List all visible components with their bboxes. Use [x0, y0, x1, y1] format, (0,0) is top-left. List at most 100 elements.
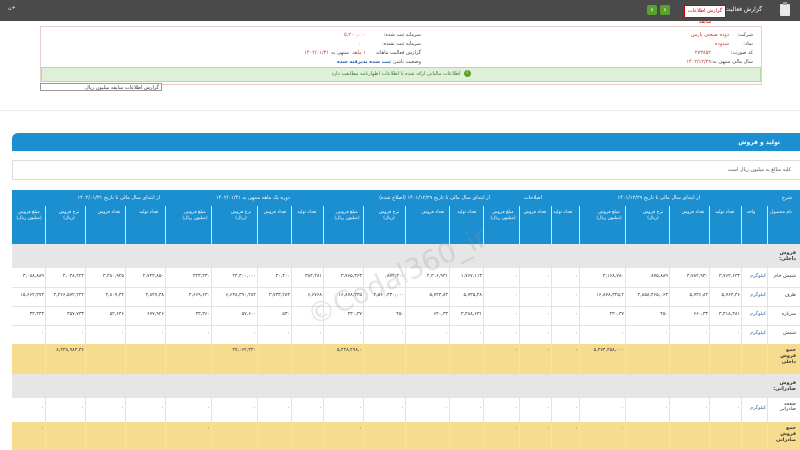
grid-line [45, 206, 46, 450]
table-cell: ۰ [547, 293, 550, 298]
group-header-prev-adjusted: از ابتدای سال مالی تا تاریخ ۱۴۰۱/۱۲/۲۹ (… [379, 195, 490, 201]
sum-cell: ۰ [575, 348, 578, 353]
table-cell: ظرف [784, 293, 796, 298]
column-header: نرخ فروش (ریال) [230, 210, 252, 221]
table-cell: ۳۴۳,۳۳۰ [193, 274, 210, 279]
table-cell: ۰ [515, 274, 518, 279]
sum-cell: ۵,۴۷۴,۴۵۸,۰۰۰ [593, 348, 624, 353]
export-sum-row: جمع فروش صادراتی ۰ ۰ ۰ ۰ ۰ ۰ ۰ [12, 422, 800, 450]
chevron-right-icon[interactable]: › [660, 5, 670, 15]
column-header: نرخ فروش (ریال) [378, 210, 400, 221]
period-value: ۱۴۰۲/۱۲/۲۹ [686, 59, 711, 65]
table-cell: ۵,۷۶۳,۴۶ [721, 293, 740, 298]
table-cell: ۰ [207, 406, 210, 411]
table-cell: ۰ [547, 406, 550, 411]
grid-line [709, 206, 710, 450]
table-cell: ۰ [479, 406, 482, 411]
sum-cell: ۸,۴۳۸,۹۸۳,۳۶ [56, 348, 84, 353]
grid-line [741, 206, 742, 450]
table-cell: ۶۷۷,۹۲۶ [147, 312, 164, 317]
sum-cell: ۰ [575, 426, 578, 431]
table-cell: ۸۷۵,۸۸۹ [651, 274, 668, 279]
sum-cell: ۲۷,۰۶۲,۳۳۰ [232, 348, 256, 353]
table-group-header: شرح از ابتدای سال مالی تا تاریخ ۱۴۰۱/۱۲/… [12, 190, 800, 206]
currency-note: کلیه مبالغ به میلیون ریال است [12, 160, 800, 180]
sum-cell: ۰ [515, 426, 518, 431]
code-label: کد صورت: [730, 50, 753, 56]
section-header[interactable]: تولید و فروش [12, 133, 800, 151]
table-cell: ۰ [41, 406, 44, 411]
grid-line [85, 206, 86, 450]
table-cell: ۲,۰۳۸,۴۲۲ [62, 274, 84, 279]
table-cell: سرباره [781, 312, 796, 317]
table-cell: ۰ [515, 331, 518, 336]
grid-line [125, 206, 126, 450]
table-cell: ۰ [575, 312, 578, 317]
table-cell: ۰ [359, 331, 362, 336]
table-cell: ۰ [737, 406, 740, 411]
table-cell: ۰ [121, 406, 124, 411]
table-cell: ۵۳۰ [282, 312, 290, 317]
table-cell: ۵,۷۳۶,۸۳ [689, 293, 708, 298]
table-cell: ۳,۴۸۰,۹۲۵ [102, 274, 124, 279]
table-cell: ۰ [161, 331, 164, 336]
grid-line [363, 206, 364, 450]
table-cell: شمش [783, 331, 796, 336]
table-cell: ۴۰,۴۰۰ [275, 274, 290, 279]
export-row: صفحه صادراتی کیلوگرم ۰ ۰ ۰ ۰ ۰ ۰ ۰ ۰ ۰ ۰ ۰ ۰ ۰ ۰ ۰ ۰ ۰ ۰ ۰ [12, 398, 800, 423]
column-header: مبلغ فروش (میلیون ریال) [182, 210, 208, 221]
sum-cell: ۰ [621, 426, 624, 431]
table-cell: کیلوگرم [750, 274, 766, 279]
symbol-value: شدوده [714, 41, 729, 47]
table-cell: ۳۸۴,۳۸۱ [305, 274, 322, 279]
company-value: دوده صنعتی پارس [691, 32, 729, 38]
report-end-label: منتهی به [331, 50, 349, 56]
table-cell: ۰ [547, 331, 550, 336]
export-sales-label: فروش صادراتی: [773, 380, 796, 392]
table-cell: ۳۳,۳۴۳ [29, 312, 44, 317]
column-header: مبلغ فروش (میلیون ریال) [334, 210, 360, 221]
table-cell: ۴,۷۸۲,۹۳۰ [686, 274, 708, 279]
sum-cell: ۰ [547, 426, 550, 431]
sum-cell: ۰ [41, 426, 44, 431]
page-title: گزارش فعالیت ماهانه [708, 6, 762, 13]
table-cell: کیلوگرم [750, 331, 766, 336]
group-header-month: دوره یک ماهه منتهی به ۱۴۰۲/۰۱/۳۱ [215, 195, 290, 201]
table-cell: ۲,۷۲۳,۸۵۰ [142, 274, 164, 279]
table-cell: ۰ [319, 406, 322, 411]
capital-value: ۵,۲۰۰,۰۰۰ [344, 32, 366, 38]
table-cell: ۲۳۰,۳۷ [347, 312, 362, 317]
table-cell: ۵,۷۳۵,۴۸ [463, 293, 482, 298]
column-header: نام محصول [770, 210, 792, 215]
table-cell: ۰ [515, 293, 518, 298]
column-header: تعداد فروش [681, 210, 705, 215]
table-cell: ۰ [445, 331, 448, 336]
company-label: شرکت: [737, 32, 753, 38]
table-cell: ۱۵,۶۶۲,۳۷۳ [20, 293, 44, 298]
table-cell: ۲۴,۳۰۰,۰۰۰ [232, 274, 256, 279]
table-cell: ۰ [287, 331, 290, 336]
table-cell: ۳,۴۸۸,۶۳۱ [460, 312, 482, 317]
table-cell: ۰ [621, 331, 624, 336]
column-header: تعداد فروش [97, 210, 121, 215]
table-cell: ۴,۳۶۶,۵۷۲,۲۲۲ [53, 293, 84, 298]
history-report-button[interactable]: گزارش اطلاعات سابقه [684, 5, 726, 25]
table-cell: ۰ [575, 406, 578, 411]
grid-line [257, 206, 258, 450]
corner-label: +ن [8, 5, 16, 11]
clipboard-icon [780, 2, 790, 16]
table-cell: ۳,۱۶۸,۷۸۰ [602, 274, 624, 279]
grid-line [519, 206, 520, 450]
report-select[interactable]: گزارش اطلاعات سابقه میلیون ریال [40, 83, 162, 91]
grid-line [449, 206, 450, 450]
divider [0, 110, 800, 111]
column-header: تعداد تولید [139, 210, 159, 215]
chevron-left-icon[interactable]: ‹ [647, 5, 657, 15]
table-cell: ۲۳۰,۳۷ [609, 312, 624, 317]
sum-cell: ۵,۴۳۸,۴۹۸,۰ [336, 348, 362, 353]
table-cell: ۰ [665, 331, 668, 336]
table-cell: ۳,۷۶۵,۳۶۳ [340, 274, 362, 279]
sum-cell: ۰ [547, 348, 550, 353]
table-cell: ۴,۶۶۹,۶۳۰ [188, 293, 210, 298]
table-cell: ۶۴۰,۳۳ [433, 312, 448, 317]
